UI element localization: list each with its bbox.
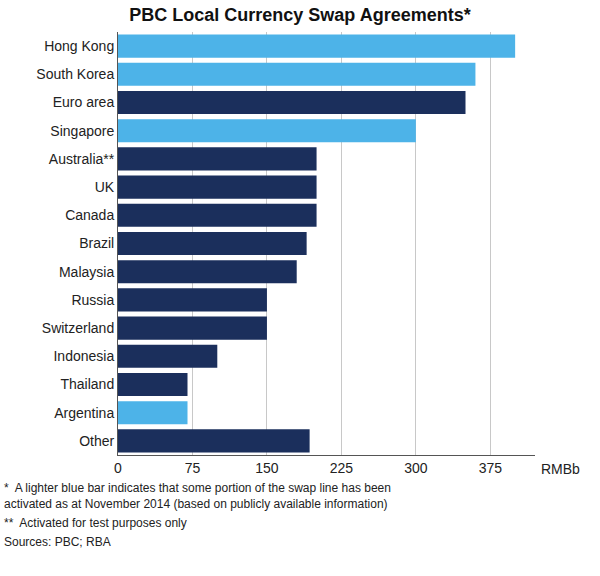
svg-text:South Korea: South Korea [36,66,114,82]
svg-text:** Activated for test purpose: ** Activated for test purposes only [4,516,187,530]
svg-text:Other: Other [79,433,114,449]
svg-text:Thailand: Thailand [60,376,114,392]
svg-text:Brazil: Brazil [79,235,114,251]
svg-text:150: 150 [255,460,279,476]
svg-text:Russia: Russia [71,292,114,308]
svg-text:Indonesia: Indonesia [53,348,114,364]
svg-text:UK: UK [95,179,115,195]
svg-text:Australia**: Australia** [49,151,115,167]
svg-text:Hong Kong: Hong Kong [44,38,114,54]
svg-text:Switzerland: Switzerland [42,320,114,336]
svg-text:Sources: PBC; RBA: Sources: PBC; RBA [4,535,111,549]
svg-text:Canada: Canada [65,207,114,223]
svg-text:75: 75 [185,460,201,476]
svg-text:Singapore: Singapore [50,123,114,139]
svg-text:300: 300 [404,460,428,476]
svg-text:0: 0 [114,460,122,476]
svg-text:225: 225 [330,460,354,476]
svg-text:Euro area: Euro area [53,94,115,110]
svg-text:Argentina: Argentina [54,405,114,421]
svg-text:PBC Local Currency Swap Agreem: PBC Local Currency Swap Agreements* [129,5,470,25]
svg-text:RMBb: RMBb [541,461,580,477]
svg-text:* A lighter blue bar indicate: * A lighter blue bar indicates that some… [4,481,391,511]
svg-text:Malaysia: Malaysia [59,264,114,280]
svg-text:375: 375 [479,460,503,476]
